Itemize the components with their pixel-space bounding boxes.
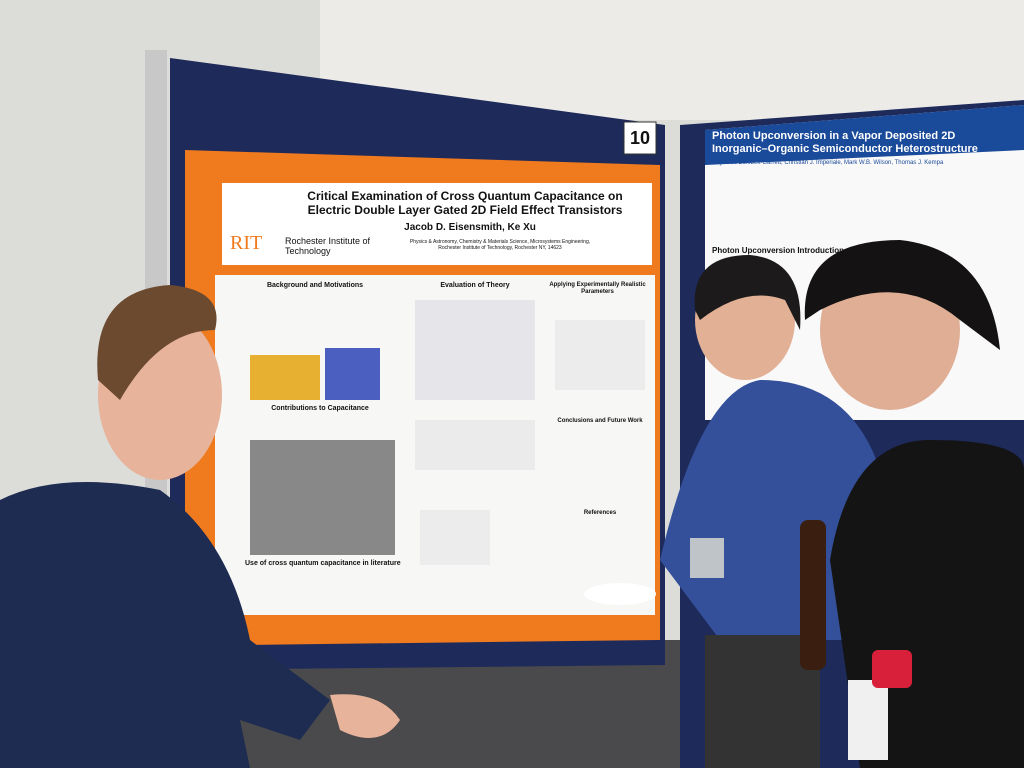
section-heading: Conclusions and Future Work (557, 418, 643, 424)
section-heading: Background and Motivations (266, 282, 364, 289)
right-poster-header (705, 105, 1024, 165)
section-heading: Applying Experimentally Realistic Parame… (549, 282, 646, 295)
plate (584, 583, 656, 605)
bottle (800, 520, 826, 670)
figure (325, 348, 380, 400)
left-poster-header (222, 183, 652, 265)
person-left-hair (97, 285, 217, 400)
can (690, 538, 724, 578)
section-heading: Evaluation of Theory (440, 282, 510, 289)
affiliation: Physics & Astronomy, Chemistry & Materia… (409, 239, 591, 251)
number-card (623, 121, 657, 155)
right-poster-title: Photon Upconversion in a Vapor Deposited… (712, 130, 978, 155)
figure (415, 420, 535, 470)
institution: Rochester Institute of Technology (285, 236, 371, 257)
poster-authors: Jacob D. Eisensmith, Ke Xu (404, 222, 536, 233)
figure (420, 510, 490, 565)
person-left-shirt (0, 482, 330, 768)
badge (848, 680, 888, 760)
figure (415, 300, 535, 400)
figure (250, 440, 395, 555)
person-middle-hair (694, 255, 801, 330)
figure (555, 320, 645, 390)
section-heading: References (583, 510, 617, 516)
person-left-hand (330, 694, 400, 738)
figure (250, 355, 320, 400)
section-heading: Photon Upconversion Introduction (712, 246, 844, 255)
board-number: 10 (629, 128, 651, 148)
poster-title: Critical Examination of Cross Quantum Ca… (307, 189, 623, 217)
watch (872, 650, 912, 688)
section-heading: Contributions to Capacitance (271, 405, 369, 412)
right-poster-authors: Reynolds Dziobek-Garrett, Christian J. I… (712, 160, 944, 166)
logo: RIT (230, 232, 263, 254)
section-heading: Use of cross quantum capacitance in lite… (245, 560, 401, 567)
person-right-hair (804, 240, 1000, 350)
